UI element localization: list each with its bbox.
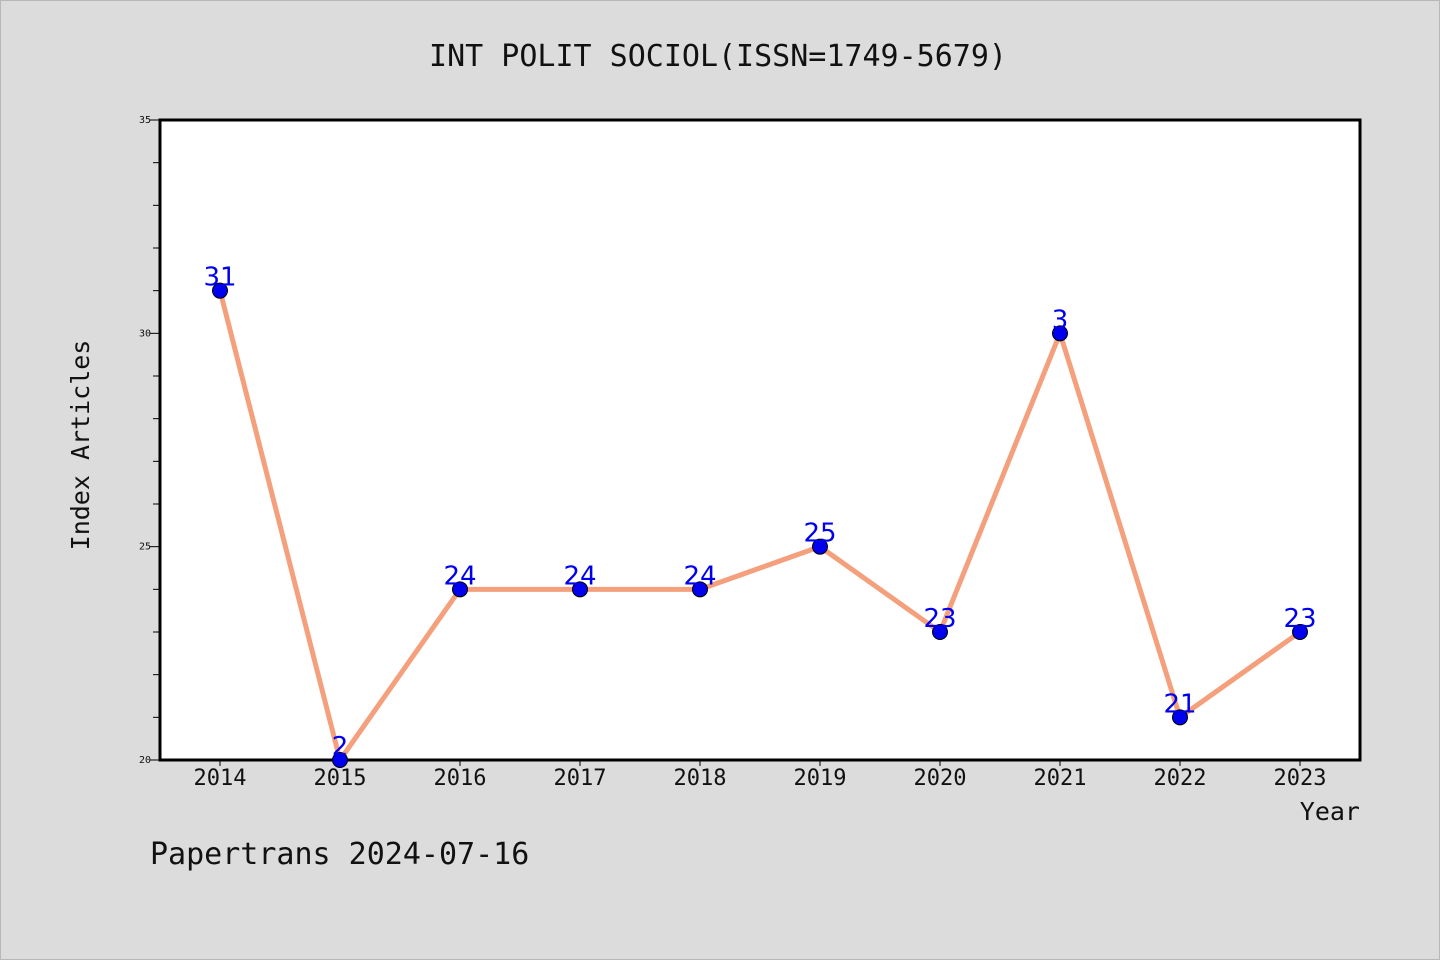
y-tick-label: 20 [139,755,151,766]
data-label: 24 [443,561,476,591]
data-point [452,581,468,598]
data-point [1292,624,1308,640]
series-line [212,282,1308,768]
data-point [1172,709,1188,726]
data-point [212,282,228,299]
data-point [1052,325,1068,342]
x-tick-label: 2021 [1034,766,1087,791]
x-tick-label: 2023 [1274,766,1327,791]
data-label: 23 [1283,604,1316,634]
x-tick-label: 2015 [314,766,367,791]
data-label: 23 [923,604,956,634]
x-tick-label: 2019 [794,766,847,791]
data-point [572,581,588,598]
x-tick-label: 2020 [914,766,967,791]
data-label: 24 [683,561,716,591]
data-labels: 31 2 24 24 24 25 23 3 21 23 [203,263,1316,762]
y-tick-label: 25 [139,542,151,553]
x-tick-label: 2017 [554,766,607,791]
x-axis-label: Year [1300,797,1360,826]
x-tick-label: 2014 [194,766,247,791]
x-tick-label: 2016 [434,766,487,791]
y-axis: 20 25 30 35 [139,115,160,766]
data-point [812,538,828,555]
chart-title: INT POLIT SOCIOL(ISSN=1749-5679) [429,39,1007,74]
data-label: 31 [203,263,236,293]
data-point [332,752,348,768]
data-label: 24 [563,561,596,591]
data-point [692,581,708,598]
x-axis: 2014 2015 2016 2017 2018 2019 2020 2021 2022 2023 [194,760,1327,791]
y-axis-label: Index Articles [66,340,95,551]
footer-text: Papertrans 2024-07-16 [150,837,529,872]
data-label: 25 [803,519,836,549]
x-tick-label: 2022 [1154,766,1207,791]
data-label: 21 [1163,689,1196,719]
data-label: 2 [332,732,349,762]
x-tick-label: 2018 [674,766,727,791]
y-tick-label: 35 [139,115,151,126]
data-label: 3 [1052,305,1069,335]
data-point [932,624,948,640]
y-tick-label: 30 [139,328,151,339]
series-polyline [217,288,1303,763]
plot-area [158,118,1362,762]
